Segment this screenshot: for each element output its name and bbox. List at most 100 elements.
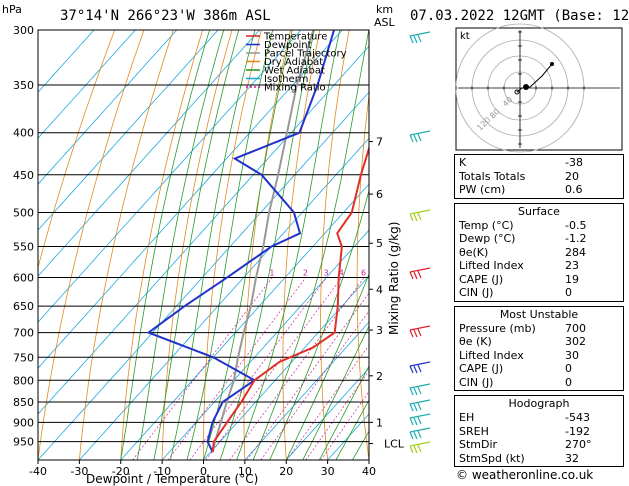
legend-label: Parcel Trajectory xyxy=(264,49,347,60)
legend-label: Isotherm xyxy=(264,74,308,85)
hodograph-point xyxy=(550,62,554,66)
hodograph-trace xyxy=(516,63,553,93)
most-unstable-row: Lifted Index 30 xyxy=(459,349,619,363)
most-unstable-value: 30 xyxy=(565,348,579,362)
most-unstable-value: 302 xyxy=(565,335,586,348)
pressure-tick-label: 750 xyxy=(13,351,34,364)
surface-label: θe(K) xyxy=(459,245,489,259)
x-tick-label: 40 xyxy=(362,465,376,478)
wind-barb xyxy=(409,130,431,143)
most-unstable-row: Pressure (mb) 700 xyxy=(459,322,619,336)
mixing-ratio-label: 2 xyxy=(303,269,308,278)
isotherm-line xyxy=(38,30,178,185)
mixing-ratio-line xyxy=(167,277,307,460)
mixing-ratio-line xyxy=(320,390,369,460)
most-unstable-value: 0 xyxy=(565,375,572,389)
hodograph-ring-label: 120 xyxy=(475,115,492,132)
wind-barb xyxy=(409,325,431,338)
x-tick-label: 20 xyxy=(279,465,293,478)
wind-barb xyxy=(409,413,431,426)
pressure-tick-label: 900 xyxy=(13,416,34,429)
skewt-profiles xyxy=(146,30,369,453)
surface-value: -0.5 xyxy=(565,218,587,232)
x-tick-label: -10 xyxy=(153,465,171,478)
surface-row: θe(K) 284 xyxy=(459,246,619,260)
km-unit: km xyxy=(376,3,393,16)
hodograph-row: SREH -192 xyxy=(459,425,619,439)
mixing-ratio-label: 3 xyxy=(324,269,329,278)
most-unstable-title: Most Unstable xyxy=(499,307,579,321)
mixing-ratio-line xyxy=(260,310,369,460)
skewt-grid: 1 2 3 4 6 8 10 15 20 25 xyxy=(38,30,443,460)
x-axis-title: Dewpoint / Temperature (°C) xyxy=(86,472,258,486)
wind-barb xyxy=(409,209,431,222)
hodograph-box: Hodograph EH -543 SREH -192 StmDir 270° StmSpd… xyxy=(454,395,624,467)
skewt-axes: 3003504004505005506006507007508008509009… xyxy=(13,24,405,478)
most-unstable-label: Lifted Index xyxy=(459,348,524,362)
wet-adiabat-line xyxy=(318,365,369,460)
surface-label: CAPE (J) xyxy=(459,272,504,286)
km-tick-label: 1 xyxy=(376,416,383,429)
hodograph-label: StmSpd (kt) xyxy=(459,451,525,465)
hodograph-row: StmSpd (kt) 32 xyxy=(459,452,619,466)
hodograph-ring-label: 40 xyxy=(501,95,515,109)
valid-time: 07.03.2022 12GMT (Base: 12) xyxy=(410,8,629,24)
km-tick-label: 6 xyxy=(376,188,383,201)
wet-adiabat-line xyxy=(153,30,240,460)
parcel-trajectory-line xyxy=(211,30,315,453)
legend-label: Wet Adiabat xyxy=(264,66,325,77)
mixing-ratio-line xyxy=(246,292,369,460)
most-unstable-value: 700 xyxy=(565,321,586,335)
hodograph-label: StmDir xyxy=(459,438,498,451)
isotherm-line xyxy=(38,30,260,277)
lcl-label: LCL xyxy=(384,438,405,451)
pressure-tick-label: 600 xyxy=(13,272,34,285)
surface-row: CAPE (J) 19 xyxy=(459,273,619,287)
hodograph-value: 270° xyxy=(565,438,592,451)
pressure-tick-label: 700 xyxy=(13,327,34,340)
dry-adiabat-line xyxy=(38,30,116,269)
isotherm-line xyxy=(38,30,302,323)
surface-label: Lifted Index xyxy=(459,259,524,272)
surface-title: Surface xyxy=(518,204,560,218)
most-unstable-value: 0 xyxy=(565,362,572,375)
mixing-ratio-label: 6 xyxy=(361,269,366,278)
pressure-tick-label: 850 xyxy=(13,396,34,409)
most-unstable-label: θe (K) xyxy=(459,335,492,348)
hodograph-row: StmDir 270° xyxy=(459,438,619,452)
mixing-ratio-label: 20 xyxy=(433,269,443,278)
pressure-tick-label: 500 xyxy=(13,206,34,219)
most-unstable-box: Most Unstable Pressure (mb) 700 θe (K) 302 L… xyxy=(454,305,624,391)
hodograph-value: -192 xyxy=(565,424,590,438)
pressure-tick-label: 550 xyxy=(13,240,34,253)
most-unstable-label: Pressure (mb) xyxy=(459,321,536,335)
most-unstable-row: CAPE (J) 0 xyxy=(459,362,619,376)
legend-label: Dry Adiabat xyxy=(264,57,323,68)
surface-label: Dewp (°C) xyxy=(459,232,516,245)
pressure-tick-label: 300 xyxy=(13,24,34,37)
hodograph-storm-motion xyxy=(523,84,529,90)
isotherm-line xyxy=(38,30,343,369)
wind-barb xyxy=(409,267,431,280)
mixing-ratio-label: 4 xyxy=(339,269,344,278)
km-tick-label: 3 xyxy=(376,324,383,337)
surface-row: Lifted Index 23 xyxy=(459,259,619,273)
mixing-ratio-axis-title: Mixing Ratio (g/kg) xyxy=(387,222,401,335)
pressure-tick-label: 650 xyxy=(13,300,34,313)
hodograph-value: 32 xyxy=(565,451,579,465)
most-unstable-label: CAPE (J) xyxy=(459,362,504,375)
isotherm-line xyxy=(38,30,219,231)
km-tick-label: 5 xyxy=(376,237,383,250)
most-unstable-row: θe (K) 302 xyxy=(459,335,619,349)
wet-adiabat-line xyxy=(136,30,225,460)
surface-value: 284 xyxy=(565,245,586,259)
pressure-tick-label: 450 xyxy=(13,169,34,182)
precipitable-water: 0.6 xyxy=(565,183,583,196)
surface-row: Temp (°C) -0.5 xyxy=(459,219,619,233)
wind-barb xyxy=(409,383,431,396)
surface-label: CIN (J) xyxy=(459,286,494,299)
plot-frame xyxy=(37,29,370,461)
pressure-tick-label: 950 xyxy=(13,436,34,449)
surface-value: 23 xyxy=(565,259,579,272)
